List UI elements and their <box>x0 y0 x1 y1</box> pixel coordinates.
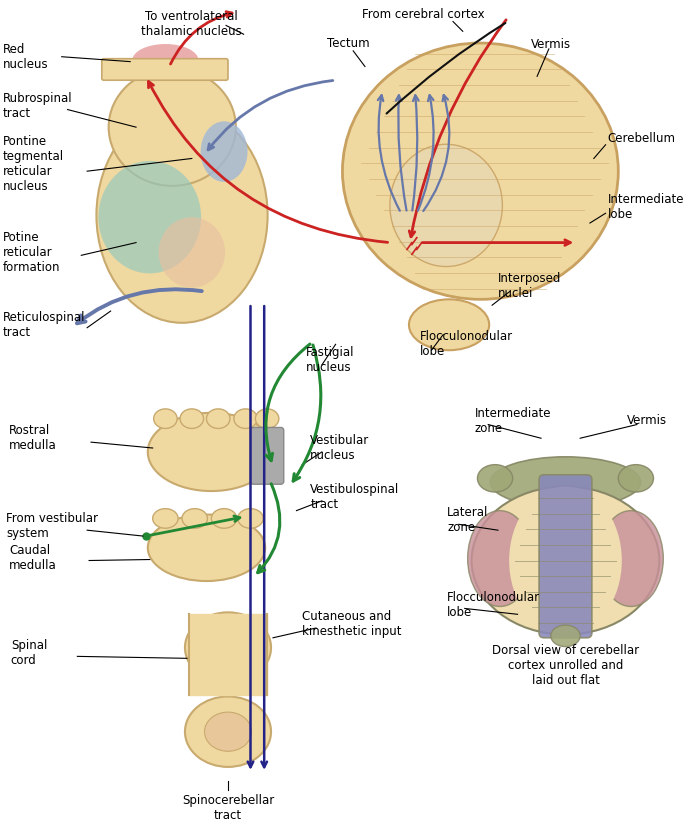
Text: Red
nucleus: Red nucleus <box>3 43 48 71</box>
Ellipse shape <box>154 409 177 428</box>
Text: Caudal
medulla: Caudal medulla <box>9 544 57 572</box>
Ellipse shape <box>472 487 659 634</box>
Text: Spinocerebellar
tract: Spinocerebellar tract <box>182 794 274 823</box>
Ellipse shape <box>185 612 271 683</box>
Ellipse shape <box>598 511 664 606</box>
Ellipse shape <box>132 44 199 78</box>
Text: Vestibulospinal
tract: Vestibulospinal tract <box>310 483 400 511</box>
Text: Vermis: Vermis <box>627 414 667 427</box>
Ellipse shape <box>234 409 258 428</box>
Text: Cerebellum: Cerebellum <box>608 132 676 145</box>
Ellipse shape <box>148 515 265 581</box>
Text: Interposed
nuclei: Interposed nuclei <box>498 271 561 299</box>
Ellipse shape <box>390 144 503 266</box>
Text: Dorsal view of cerebellar
cortex unrolled and
laid out flat: Dorsal view of cerebellar cortex unrolle… <box>492 644 639 686</box>
Ellipse shape <box>97 107 267 323</box>
Text: From vestibular
system: From vestibular system <box>6 512 98 540</box>
Ellipse shape <box>211 509 237 528</box>
Text: Flocculonodular
lobe: Flocculonodular lobe <box>447 591 540 619</box>
Ellipse shape <box>618 464 654 492</box>
Text: Rostral
medulla: Rostral medulla <box>9 424 57 452</box>
Ellipse shape <box>153 509 178 528</box>
FancyBboxPatch shape <box>539 474 592 638</box>
Text: To ventrolateral
thalamic nucleus: To ventrolateral thalamic nucleus <box>141 10 242 38</box>
Ellipse shape <box>148 412 275 491</box>
Ellipse shape <box>201 121 248 182</box>
Ellipse shape <box>256 409 279 428</box>
Ellipse shape <box>238 509 263 528</box>
Ellipse shape <box>509 487 622 634</box>
Ellipse shape <box>182 509 207 528</box>
Ellipse shape <box>342 43 618 299</box>
Ellipse shape <box>108 68 236 186</box>
Text: Spinal
cord: Spinal cord <box>10 639 47 667</box>
Text: Intermediate
zone: Intermediate zone <box>475 407 551 435</box>
Ellipse shape <box>204 628 251 667</box>
FancyBboxPatch shape <box>251 427 284 484</box>
Text: Cutaneous and
kinesthetic input: Cutaneous and kinesthetic input <box>302 610 402 638</box>
Text: Lateral
zone: Lateral zone <box>447 507 489 535</box>
Ellipse shape <box>158 217 225 288</box>
FancyBboxPatch shape <box>102 59 228 80</box>
Ellipse shape <box>551 625 580 647</box>
Ellipse shape <box>206 409 230 428</box>
Ellipse shape <box>409 299 489 350</box>
Text: Intermediate
lobe: Intermediate lobe <box>608 193 684 221</box>
Ellipse shape <box>204 712 251 752</box>
Text: Rubrospinal
tract: Rubrospinal tract <box>3 92 73 120</box>
Text: Pontine
tegmental
reticular
nucleus: Pontine tegmental reticular nucleus <box>3 135 64 193</box>
Text: Flocculonodular
lobe: Flocculonodular lobe <box>420 330 513 358</box>
Ellipse shape <box>468 511 532 606</box>
Ellipse shape <box>490 457 640 507</box>
Text: Tectum: Tectum <box>327 37 370 50</box>
Ellipse shape <box>180 409 204 428</box>
Text: Fastigial
nucleus: Fastigial nucleus <box>307 346 355 374</box>
Text: Vestibular
nucleus: Vestibular nucleus <box>310 434 370 462</box>
Ellipse shape <box>185 696 271 767</box>
Text: From cerebral cortex: From cerebral cortex <box>363 7 485 21</box>
Text: Reticulospinal
tract: Reticulospinal tract <box>3 311 85 339</box>
Text: Vermis: Vermis <box>531 39 571 51</box>
Ellipse shape <box>99 161 201 273</box>
Text: Potine
reticular
formation: Potine reticular formation <box>3 231 60 274</box>
Ellipse shape <box>477 464 512 492</box>
